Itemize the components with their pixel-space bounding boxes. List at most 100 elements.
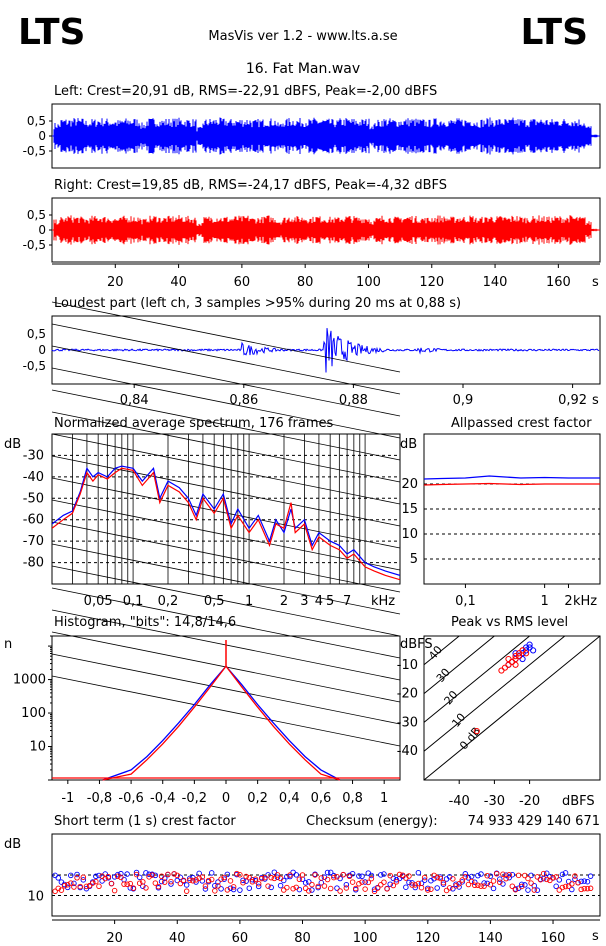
short-term-point-right [587,885,594,892]
short-term-point-right [174,872,181,879]
short-term-crest-title: Short term (1 s) crest factor [54,814,236,829]
short-term-point-left [124,871,130,877]
histogram-series-left [102,665,341,781]
short-term-point-left [471,879,478,885]
right-waveform-ytick: 0,5 [27,208,46,222]
short-term-point-left [199,878,206,884]
peak-vs-rms-point-left [526,641,533,648]
peak-vs-rms-point-right [519,647,526,654]
peak-vs-rms-xtick: -20 [519,794,540,809]
short-term-point-left [393,877,400,883]
short-term-point-left [227,885,234,891]
short-term-point-right [569,881,575,887]
short-term-point-right [224,887,231,893]
short-term-point-left [522,882,528,888]
short-term-point-right [52,888,58,895]
peak-vs-rms-xlabel: dBFS [562,794,595,809]
short-term-point-right [506,871,512,878]
short-term-point-right [465,881,472,888]
short-term-point-right [540,870,547,877]
allpassed-xtick: 1 [540,594,548,609]
short-term-point-left [553,883,559,890]
spectrum-xtick: 1 [245,594,253,609]
short-term-point-right [177,880,184,887]
short-term-point-left [509,871,516,878]
short-term-point-right [130,885,137,891]
short-term-point-right [503,875,509,882]
peak-vs-rms-xtick: -30 [484,794,505,809]
short-term-point-right [450,876,456,882]
short-term-point-left [309,887,315,893]
short-term-point-left [368,872,375,879]
short-term-point-right [584,885,591,892]
short-term-point-right [199,874,206,880]
left-waveform-ytick: 0,5 [27,114,46,128]
peak-vs-rms-diagonal-label: 0 dB [457,725,483,753]
histogram-xtick: -0,2 [182,791,207,806]
short-term-point-right [365,879,372,886]
short-term-point-left [534,887,541,893]
short-term-point-left [456,884,462,890]
spectrum-slope-line [51,323,401,395]
peak-vs-rms-diagonal [423,635,495,694]
spectrum-slope-line [51,477,401,549]
short-term-point-right [96,883,102,890]
short-term-point-left [343,881,350,888]
short-term-point-right [575,879,581,886]
short-term-point-left [587,873,594,879]
short-term-point-right [346,873,353,880]
peak-vs-rms-point-left [530,647,537,654]
loudest-tick-label: 0,84 [120,393,149,408]
peak-vs-rms-point-right [505,661,512,668]
spectrum-slope-line [51,675,401,747]
short-term-point-right [572,873,578,879]
short-term-point-left [487,873,494,879]
time-tick-label: 100 [356,275,381,290]
short-term-point-left [572,876,578,882]
peak-vs-rms-diagonal-label: 10 [449,711,468,730]
short-term-point-right [208,876,215,883]
short-term-point-left [518,881,525,888]
short-term-point-right [581,885,588,892]
short-term-point-left [387,881,393,887]
short-term-point-left [237,887,243,893]
time-tick-label: 60 [234,275,251,290]
short-term-point-right [497,879,503,886]
allpassed-ytick: 15 [401,502,418,517]
short-term-point-right [71,884,77,890]
peak-vs-rms-diagonal [423,635,460,666]
spectrum-ytick: -70 [23,534,44,549]
short-term-point-left [221,876,227,882]
short-term-point-right [93,878,99,885]
short-term-point-right [230,884,237,890]
short-term-point-right [425,887,431,893]
histogram-xtick: 0,6 [311,791,332,806]
short-term-point-right [562,883,569,890]
allpassed-xtick: 0,1 [455,594,476,609]
short-term-point-left [193,879,199,885]
short-term-point-left [500,881,506,887]
short-term-point-left [93,873,99,880]
short-term-point-right [124,881,130,888]
short-term-point-left [421,877,428,883]
peak-vs-rms-ylabel: dBFS [400,637,433,652]
short-term-point-right [268,874,274,881]
short-term-point-left [68,872,74,879]
short-term-point-left [462,871,469,877]
short-term-point-right [190,878,196,884]
short-term-point-left [224,871,231,878]
short-term-point-right [227,878,234,884]
short-term-point-right [246,874,253,881]
short-term-point-right [340,871,346,878]
short-term-point-left [334,885,340,891]
short-term-point-right [271,875,278,882]
spectrum-xtick: 0,1 [123,594,144,609]
short-term-point-right [312,872,318,878]
spectrum-slope-line [51,543,401,615]
short-term-point-right [115,873,121,879]
peak-vs-rms-point-right [515,653,523,660]
short-term-point-right [550,875,556,881]
short-term-point-left [465,875,472,881]
short-term-point-right [296,876,303,883]
short-term-point-right [306,888,312,894]
